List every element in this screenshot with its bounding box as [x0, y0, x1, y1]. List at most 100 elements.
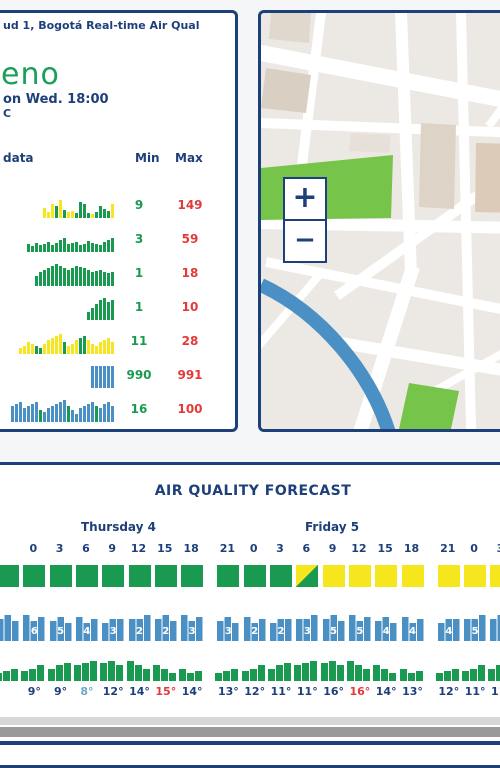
pollutant-row[interactable]: 16 100 — [0, 394, 235, 428]
pollutant-row[interactable]: 11 28 — [0, 326, 235, 360]
spark-bar — [47, 212, 50, 218]
forecast-pm-bars — [128, 615, 150, 641]
forecast-pm-bars — [464, 615, 486, 641]
spark-bar — [47, 340, 50, 354]
forecast-temp-column — [488, 657, 500, 681]
spark-bar — [111, 342, 114, 354]
spark-bar — [51, 406, 54, 422]
forecast-aqi-square[interactable] — [490, 565, 500, 587]
forecast-pm-column — [490, 613, 500, 641]
forecast-hour: 0 — [249, 542, 258, 555]
forecast-pm-bars — [49, 617, 72, 641]
forecast-aqi-square[interactable] — [322, 565, 345, 587]
spark-bar — [107, 273, 110, 286]
spark-bar — [63, 268, 66, 286]
forecast-aqi-square[interactable] — [464, 565, 487, 587]
forecast-aqi-square[interactable] — [243, 565, 266, 587]
forecast-aqi-square[interactable] — [296, 565, 319, 587]
spark-bar — [43, 344, 46, 354]
forecast-aqi-square[interactable] — [217, 565, 240, 587]
forecast-aqi-square[interactable] — [375, 565, 398, 587]
spark-bar — [55, 206, 58, 218]
forecast-aqi-square[interactable] — [437, 565, 460, 587]
spark-bar — [19, 348, 22, 354]
forecast-temp-column — [346, 657, 371, 681]
spark-bar — [59, 266, 62, 286]
spark-bar — [23, 346, 26, 354]
forecast-aqi-square[interactable] — [348, 565, 371, 587]
forecast-aqi-square[interactable] — [401, 565, 424, 587]
forecast-aqi-square[interactable] — [128, 565, 151, 587]
map-canvas[interactable] — [261, 13, 500, 429]
forecast-hour: 15 — [157, 542, 173, 555]
forecast-pm-bars — [0, 615, 19, 641]
spark-bar — [75, 213, 78, 218]
pollutant-sparkline — [35, 264, 114, 286]
forecast-temp-bars — [47, 663, 71, 681]
forecast-temp-value: 14° — [181, 685, 203, 698]
forecast-aqi-square[interactable] — [154, 565, 177, 587]
spark-bar — [51, 266, 54, 286]
row-min-value: 3 — [134, 232, 144, 246]
spark-bar — [79, 245, 82, 252]
forecast-pm-value: 4 — [409, 626, 416, 637]
spark-bar — [75, 414, 78, 422]
forecast-pm-value: 6 — [30, 626, 38, 637]
spark-bar — [15, 404, 18, 422]
forecast-pm-bars — [490, 615, 500, 641]
spark-bar — [75, 340, 78, 354]
header-data: data — [3, 151, 34, 165]
station-panel: ud 1, Bogotá Real-time Air Qual eno on W… — [0, 10, 238, 432]
forecast-temp-column — [320, 657, 345, 681]
forecast-aqi-square[interactable] — [270, 565, 292, 587]
forecast-aqi-square[interactable] — [75, 565, 98, 587]
spark-bar — [67, 346, 70, 354]
forecast-pm-bars — [401, 617, 423, 641]
zoom-out-button[interactable]: − — [283, 219, 327, 263]
spark-bar — [47, 242, 50, 252]
pollutant-row[interactable]: 990 991 — [0, 360, 235, 394]
spark-bar — [79, 202, 82, 218]
spark-bar — [39, 410, 42, 422]
pollutant-row[interactable]: 9 149 — [0, 190, 235, 224]
spark-bar — [31, 404, 34, 422]
spark-bar — [95, 271, 98, 286]
spark-bar — [103, 242, 106, 252]
forecast-aqi-square[interactable] — [49, 565, 72, 587]
bottom-rule — [0, 741, 500, 745]
forecast-aqi-square[interactable] — [102, 565, 125, 587]
spark-bar — [107, 402, 110, 422]
row-max-value: 28 — [181, 334, 199, 348]
spark-bar — [43, 208, 46, 218]
spark-bar — [27, 244, 30, 252]
station-title: ud 1, Bogotá Real-time Air Qual — [3, 19, 200, 32]
spark-bar — [103, 340, 106, 354]
pollutant-row[interactable]: 1 18 — [0, 258, 235, 292]
forecast-temp-column — [268, 657, 292, 681]
timeline-scrollbar[interactable] — [0, 727, 500, 737]
spark-bar — [95, 346, 98, 354]
map-panel[interactable]: + − — [258, 10, 500, 432]
spark-bar — [35, 402, 38, 422]
forecast-temp-column — [399, 657, 424, 681]
forecast-pm-column: 2 — [270, 613, 292, 641]
spark-bar — [83, 336, 86, 354]
forecast-temp-value: 11° — [464, 685, 486, 698]
forecast-hour: 12 — [351, 542, 367, 555]
pollutant-row[interactable]: 3 59 — [0, 224, 235, 258]
row-min-value: 16 — [130, 402, 148, 416]
forecast-aqi-square[interactable] — [23, 565, 46, 587]
forecast-hour: 3 — [55, 542, 64, 555]
spark-bar — [43, 270, 46, 286]
zoom-in-button[interactable]: + — [283, 177, 327, 221]
forecast-hour: 18 — [183, 542, 199, 555]
forecast-hour: 9 — [328, 542, 337, 555]
spark-bar — [103, 404, 106, 422]
forecast-aqi-square[interactable] — [0, 565, 19, 587]
spark-bar — [91, 308, 94, 320]
forecast-temp-bars — [179, 669, 203, 681]
pollutant-row[interactable]: 1 10 — [0, 292, 235, 326]
spark-bar — [67, 244, 70, 252]
spark-bar — [107, 338, 110, 354]
forecast-aqi-square[interactable] — [181, 565, 204, 587]
